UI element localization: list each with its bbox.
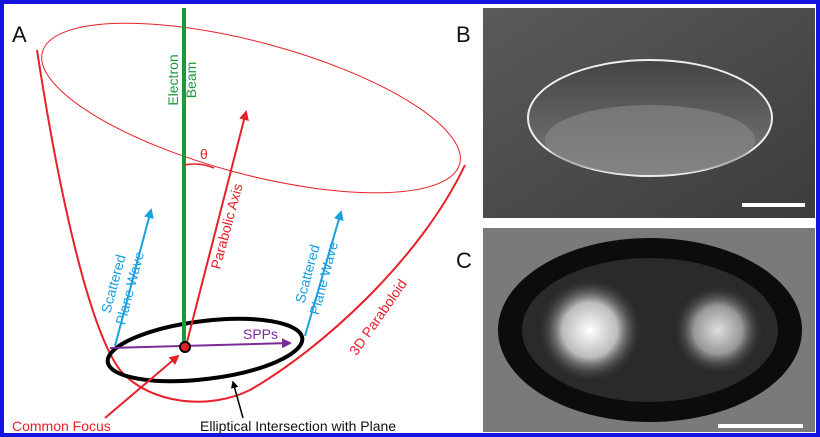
panel-label: C — [456, 248, 472, 273]
spp-label: SPPs — [243, 326, 278, 342]
figure: A Electron Beam θ Parabolic Axis Scatter… — [0, 0, 820, 437]
panel-b: B — [456, 8, 815, 218]
bright-lobe — [670, 282, 766, 378]
panel-label: A — [12, 22, 27, 47]
scale-bar — [718, 424, 803, 428]
focus-label: Common Focus — [12, 418, 111, 434]
common-focus-dot — [180, 342, 190, 352]
beam-label: Beam — [183, 62, 199, 99]
panel-label: B — [456, 22, 471, 47]
theta-label: θ — [200, 146, 208, 162]
well-floor — [545, 105, 755, 175]
bright-lobe — [535, 275, 645, 385]
panel-c: C — [456, 228, 815, 432]
intersection-label: Elliptical Intersection with Plane — [200, 418, 396, 434]
scale-bar — [742, 203, 805, 207]
beam-label: Electron — [165, 54, 181, 105]
